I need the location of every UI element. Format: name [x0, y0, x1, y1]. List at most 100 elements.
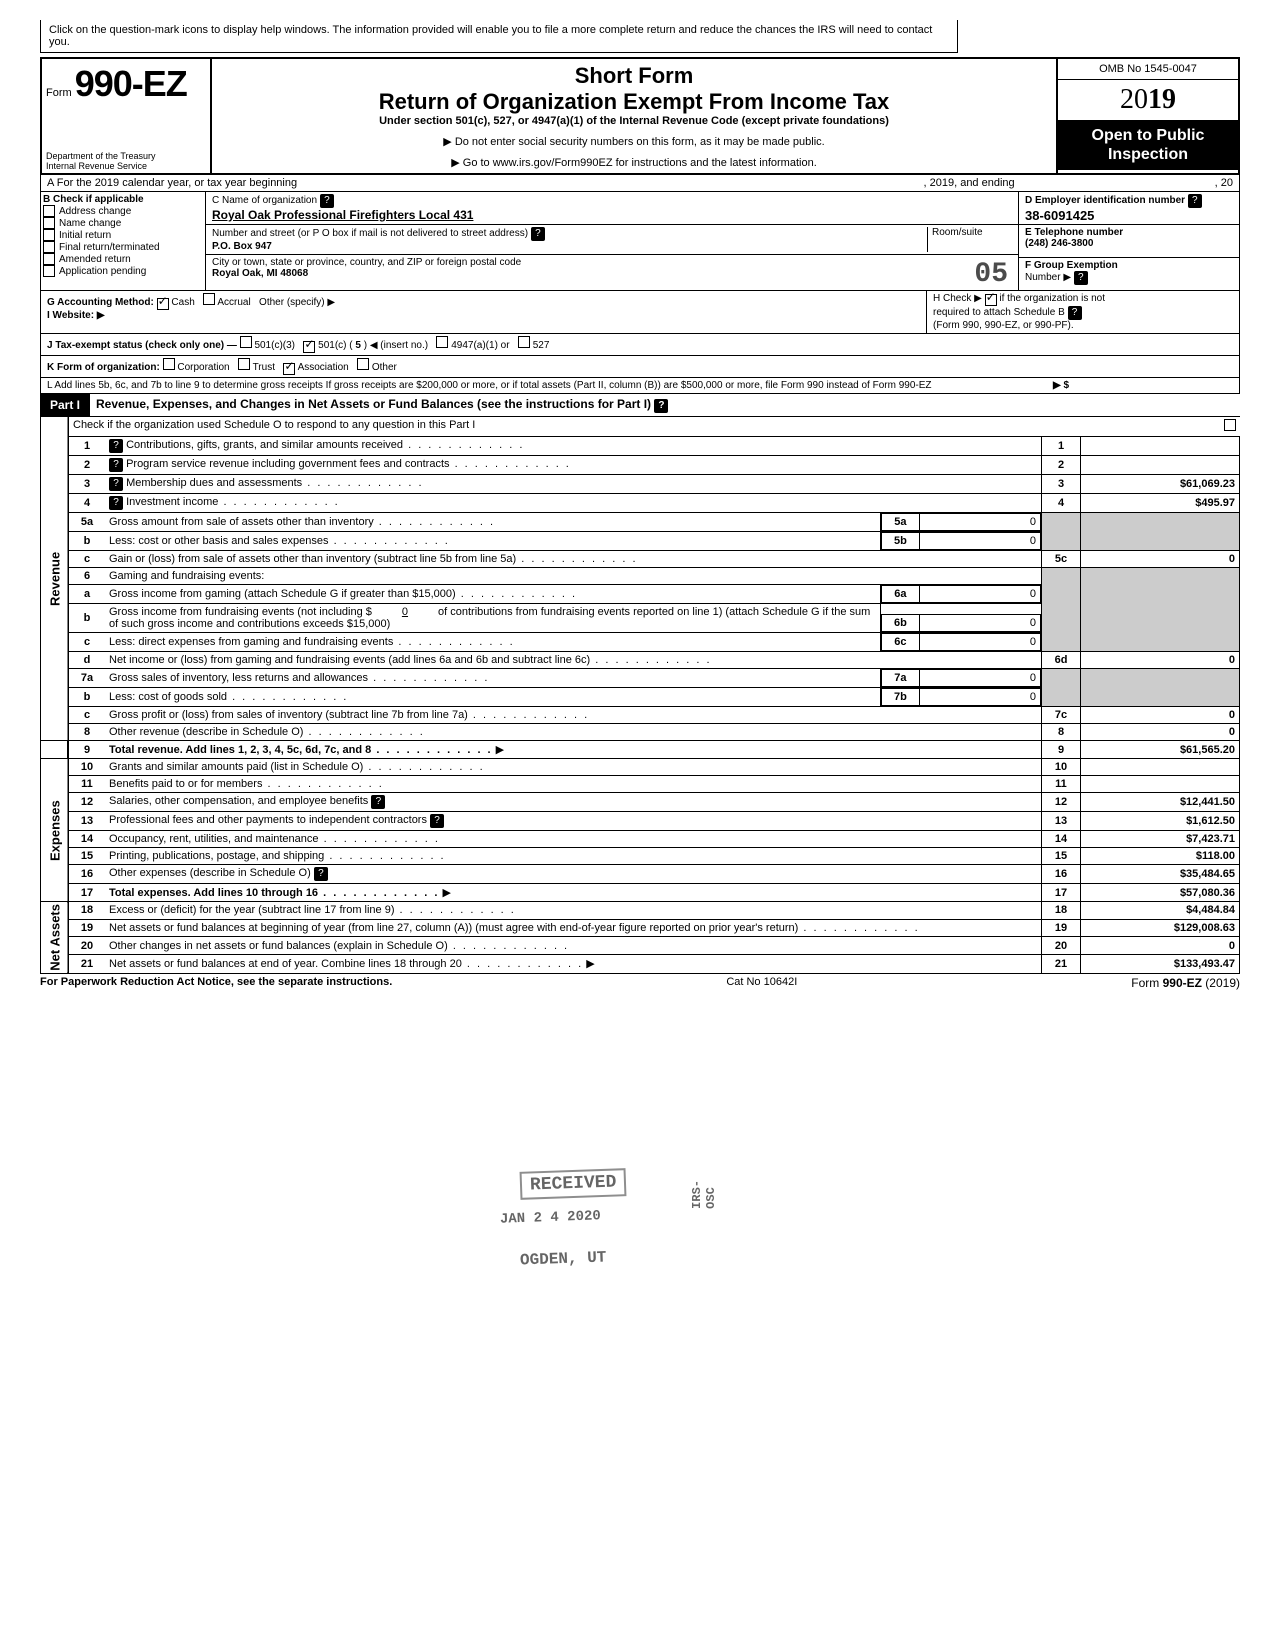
- omb-number: OMB No 1545-0047: [1058, 59, 1238, 80]
- lbl-amended: Amended return: [59, 254, 131, 265]
- help-icon[interactable]: ?: [371, 795, 385, 809]
- row-a-mid: , 2019, and ending: [924, 177, 1015, 189]
- cb-schedule-b[interactable]: [985, 294, 997, 306]
- help-icon[interactable]: ?: [531, 227, 545, 241]
- stamp-05: 05: [974, 259, 1008, 290]
- lbl-other-method: Other (specify) ▶: [259, 297, 335, 308]
- lbl-corp: Corporation: [177, 362, 229, 373]
- cb-name-change[interactable]: [43, 217, 55, 229]
- value-15: $118.00: [1081, 848, 1240, 865]
- lbl-name-change: Name change: [59, 218, 121, 229]
- section-b-through-f: B Check if applicable Address change Nam…: [40, 192, 1240, 290]
- open-line1: Open to Public: [1062, 126, 1234, 145]
- goto-link: ▶ Go to www.irs.gov/Form990EZ for instru…: [220, 156, 1048, 169]
- k-label: K Form of organization:: [47, 362, 160, 373]
- cb-trust[interactable]: [238, 358, 250, 370]
- org-city: Royal Oak, MI 48068: [212, 268, 308, 279]
- lbl-initial-return: Initial return: [59, 230, 111, 241]
- col-d-e-f: D Employer identification number ? 38-60…: [1019, 192, 1239, 290]
- line-2-desc: Program service revenue including govern…: [126, 458, 571, 470]
- cb-501c3[interactable]: [240, 336, 252, 348]
- help-icon[interactable]: ?: [430, 814, 444, 828]
- open-to-public: Open to Public Inspection: [1058, 120, 1238, 170]
- value-9: $61,565.20: [1081, 741, 1240, 759]
- help-icon[interactable]: ?: [314, 867, 328, 881]
- cb-pending[interactable]: [43, 265, 55, 277]
- phone-value: (248) 246-3800: [1025, 238, 1093, 249]
- part-1-header: Part I Revenue, Expenses, and Changes in…: [40, 394, 1240, 416]
- lbl-4947: 4947(a)(1) or: [451, 340, 509, 351]
- received-stamp: RECEIVED: [520, 1168, 627, 1200]
- cb-final-return[interactable]: [43, 241, 55, 253]
- footer-mid: Cat No 10642I: [726, 976, 797, 990]
- addr-label: Number and street (or P O box if mail is…: [212, 228, 528, 239]
- line-5a-desc: Gross amount from sale of assets other t…: [109, 516, 495, 528]
- row-a-tax-year: A For the 2019 calendar year, or tax yea…: [40, 175, 1240, 192]
- line-7a-desc: Gross sales of inventory, less returns a…: [109, 672, 489, 684]
- help-icon[interactable]: ?: [109, 439, 123, 453]
- lbl-cash: Cash: [171, 297, 194, 308]
- cb-accrual[interactable]: [203, 293, 215, 305]
- part1-check-text: Check if the organization used Schedule …: [73, 419, 475, 431]
- group-number-label: Number ▶: [1025, 272, 1071, 283]
- part-1-label: Part I: [40, 395, 90, 415]
- cb-other-org[interactable]: [357, 358, 369, 370]
- cb-cash[interactable]: [157, 298, 169, 310]
- help-icon[interactable]: ?: [109, 477, 123, 491]
- cb-association[interactable]: [283, 363, 295, 375]
- form-header: Form 990-EZ Department of the Treasury I…: [40, 57, 1240, 175]
- line-10-desc: Grants and similar amounts paid (list in…: [109, 761, 485, 773]
- right-block: OMB No 1545-0047 2019 Open to Public Ins…: [1058, 59, 1238, 173]
- help-icon[interactable]: ?: [1074, 271, 1088, 285]
- accounting-label: G Accounting Method:: [47, 297, 154, 308]
- sidebar-revenue: Revenue: [41, 417, 69, 741]
- value-4: $495.97: [1081, 494, 1240, 513]
- line-17-desc: Total expenses. Add lines 10 through 16: [109, 887, 439, 899]
- help-icon[interactable]: ?: [1188, 194, 1202, 208]
- line-6d-desc: Net income or (loss) from gaming and fun…: [109, 654, 712, 666]
- l-text: L Add lines 5b, 6c, and 7b to line 9 to …: [47, 380, 1053, 391]
- cb-527[interactable]: [518, 336, 530, 348]
- h-text-2: required to attach Schedule B: [933, 307, 1065, 318]
- value-16: $35,484.65: [1081, 865, 1240, 884]
- value-3: $61,069.23: [1081, 475, 1240, 494]
- lbl-accrual: Accrual: [217, 297, 250, 308]
- col-b-checkboxes: B Check if applicable Address change Nam…: [41, 192, 206, 290]
- value-13: $1,612.50: [1081, 812, 1240, 831]
- help-icon[interactable]: ?: [654, 399, 668, 413]
- footer: For Paperwork Reduction Act Notice, see …: [40, 974, 1240, 990]
- cb-4947[interactable]: [436, 336, 448, 348]
- help-icon[interactable]: ?: [109, 458, 123, 472]
- value-18: $4,484.84: [1081, 902, 1240, 920]
- h-check-label: H Check ▶: [933, 293, 982, 304]
- line-7b-desc: Less: cost of goods sold: [109, 691, 348, 703]
- line-1-desc: Contributions, gifts, grants, and simila…: [126, 439, 524, 451]
- cb-corporation[interactable]: [163, 358, 175, 370]
- 501c-number: 5: [355, 340, 361, 351]
- group-label: F Group Exemption: [1025, 260, 1118, 271]
- line-20-desc: Other changes in net assets or fund bala…: [109, 940, 569, 952]
- cb-amended[interactable]: [43, 253, 55, 265]
- value-6a: 0: [919, 586, 1040, 603]
- help-icon[interactable]: ?: [109, 496, 123, 510]
- help-icon[interactable]: ?: [1068, 306, 1082, 320]
- footer-right: Form 990-EZ (2019): [1131, 976, 1240, 990]
- value-17: $57,080.36: [1081, 884, 1240, 902]
- subtitle: Under section 501(c), 527, or 4947(a)(1)…: [220, 115, 1048, 127]
- cb-initial-return[interactable]: [43, 229, 55, 241]
- ein-label: D Employer identification number: [1025, 195, 1185, 206]
- phone-label: E Telephone number: [1025, 227, 1123, 238]
- line-5c-desc: Gain or (loss) from sale of assets other…: [109, 553, 638, 565]
- cb-address-change[interactable]: [43, 205, 55, 217]
- dept-treasury: Department of the Treasury: [46, 151, 156, 161]
- row-l-gross-receipts: L Add lines 5b, 6c, and 7b to line 9 to …: [40, 378, 1240, 394]
- line-9-desc: Total revenue. Add lines 1, 2, 3, 4, 5c,…: [109, 744, 493, 756]
- help-note: Click on the question-mark icons to disp…: [40, 20, 958, 53]
- cb-schedule-o[interactable]: [1224, 419, 1236, 431]
- lbl-527: 527: [533, 340, 550, 351]
- footer-left: For Paperwork Reduction Act Notice, see …: [40, 976, 392, 990]
- cb-501c[interactable]: [303, 341, 315, 353]
- help-icon[interactable]: ?: [320, 194, 334, 208]
- line-18-desc: Excess or (deficit) for the year (subtra…: [109, 904, 516, 916]
- line-8-desc: Other revenue (describe in Schedule O): [109, 726, 425, 738]
